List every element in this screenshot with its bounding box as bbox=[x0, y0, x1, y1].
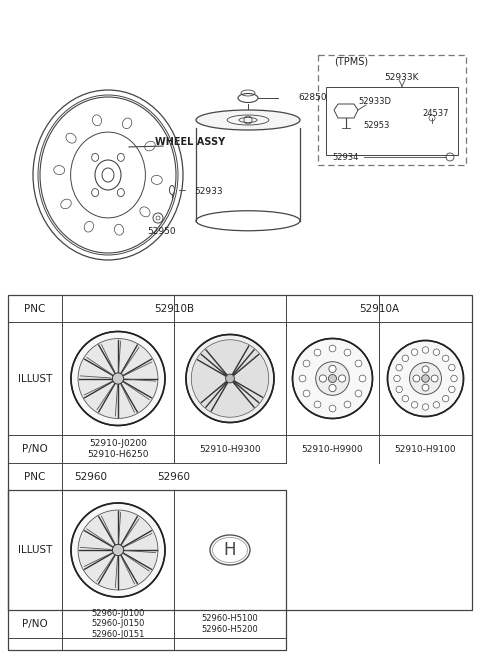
Circle shape bbox=[329, 345, 336, 352]
Circle shape bbox=[314, 349, 321, 356]
Text: 24537: 24537 bbox=[423, 108, 449, 118]
Circle shape bbox=[422, 374, 429, 382]
Circle shape bbox=[344, 401, 351, 408]
Circle shape bbox=[328, 374, 336, 382]
Circle shape bbox=[338, 375, 346, 382]
Circle shape bbox=[191, 340, 269, 417]
Text: P/NO: P/NO bbox=[22, 444, 48, 454]
Text: PNC: PNC bbox=[24, 304, 46, 313]
Circle shape bbox=[359, 375, 366, 382]
Text: 52910A: 52910A bbox=[359, 304, 399, 313]
Text: 52950: 52950 bbox=[148, 227, 176, 237]
Circle shape bbox=[355, 390, 362, 397]
Circle shape bbox=[78, 510, 158, 590]
Circle shape bbox=[443, 355, 449, 361]
Text: 52960: 52960 bbox=[74, 472, 108, 482]
Circle shape bbox=[413, 375, 420, 382]
Circle shape bbox=[409, 363, 442, 394]
Circle shape bbox=[431, 375, 438, 382]
Text: (TPMS): (TPMS) bbox=[334, 57, 368, 67]
Text: 52933K: 52933K bbox=[385, 72, 419, 81]
Circle shape bbox=[316, 362, 349, 396]
Circle shape bbox=[112, 373, 124, 384]
Bar bbox=[8, 295, 472, 610]
Circle shape bbox=[226, 374, 234, 383]
Circle shape bbox=[112, 545, 124, 556]
Bar bbox=[318, 55, 466, 165]
Circle shape bbox=[396, 365, 402, 371]
Circle shape bbox=[422, 366, 429, 373]
Circle shape bbox=[71, 503, 165, 597]
Circle shape bbox=[422, 384, 429, 391]
Circle shape bbox=[451, 375, 457, 382]
Circle shape bbox=[443, 396, 449, 402]
Text: 52960-J0100
52960-J0150
52960-J0151: 52960-J0100 52960-J0150 52960-J0151 bbox=[91, 609, 144, 639]
Circle shape bbox=[314, 401, 321, 408]
Circle shape bbox=[402, 396, 408, 402]
Circle shape bbox=[387, 340, 464, 417]
Circle shape bbox=[449, 365, 455, 371]
Circle shape bbox=[186, 334, 274, 422]
Text: WHEEL ASSY: WHEEL ASSY bbox=[155, 137, 225, 147]
Text: P/NO: P/NO bbox=[22, 619, 48, 629]
Bar bbox=[8, 490, 286, 650]
Circle shape bbox=[411, 349, 418, 355]
Circle shape bbox=[449, 386, 455, 393]
Bar bbox=[326, 87, 458, 155]
Text: PNC: PNC bbox=[24, 472, 46, 482]
Circle shape bbox=[78, 338, 158, 419]
Text: 52910-H9900: 52910-H9900 bbox=[302, 445, 363, 453]
Text: 52910B: 52910B bbox=[154, 304, 194, 313]
Text: 52960: 52960 bbox=[157, 472, 191, 482]
Text: 52960-H5100
52960-H5200: 52960-H5100 52960-H5200 bbox=[202, 614, 258, 634]
Text: 52910-H9300: 52910-H9300 bbox=[199, 445, 261, 453]
Text: 62850: 62850 bbox=[298, 93, 326, 102]
Text: 52933: 52933 bbox=[194, 187, 223, 196]
Circle shape bbox=[396, 386, 402, 393]
Text: H: H bbox=[224, 541, 236, 559]
Circle shape bbox=[299, 375, 306, 382]
Circle shape bbox=[394, 375, 400, 382]
Text: 52953: 52953 bbox=[363, 120, 389, 129]
Circle shape bbox=[355, 360, 362, 367]
Circle shape bbox=[433, 349, 440, 355]
Circle shape bbox=[329, 365, 336, 373]
Circle shape bbox=[292, 338, 372, 419]
Circle shape bbox=[422, 404, 429, 410]
Circle shape bbox=[319, 375, 326, 382]
Circle shape bbox=[329, 405, 336, 412]
Circle shape bbox=[303, 390, 310, 397]
Text: 52933D: 52933D bbox=[358, 97, 391, 106]
Text: ILLUST: ILLUST bbox=[18, 373, 52, 384]
Circle shape bbox=[411, 401, 418, 408]
Circle shape bbox=[303, 360, 310, 367]
Text: 52934: 52934 bbox=[332, 152, 359, 162]
Circle shape bbox=[344, 349, 351, 356]
Ellipse shape bbox=[196, 110, 300, 130]
Text: 52910-J0200
52910-H6250: 52910-J0200 52910-H6250 bbox=[87, 440, 149, 459]
Circle shape bbox=[329, 384, 336, 392]
Circle shape bbox=[422, 347, 429, 353]
Circle shape bbox=[71, 332, 165, 426]
Text: ILLUST: ILLUST bbox=[18, 545, 52, 555]
Circle shape bbox=[433, 401, 440, 408]
Text: 52910-H9100: 52910-H9100 bbox=[395, 445, 456, 453]
Circle shape bbox=[402, 355, 408, 361]
